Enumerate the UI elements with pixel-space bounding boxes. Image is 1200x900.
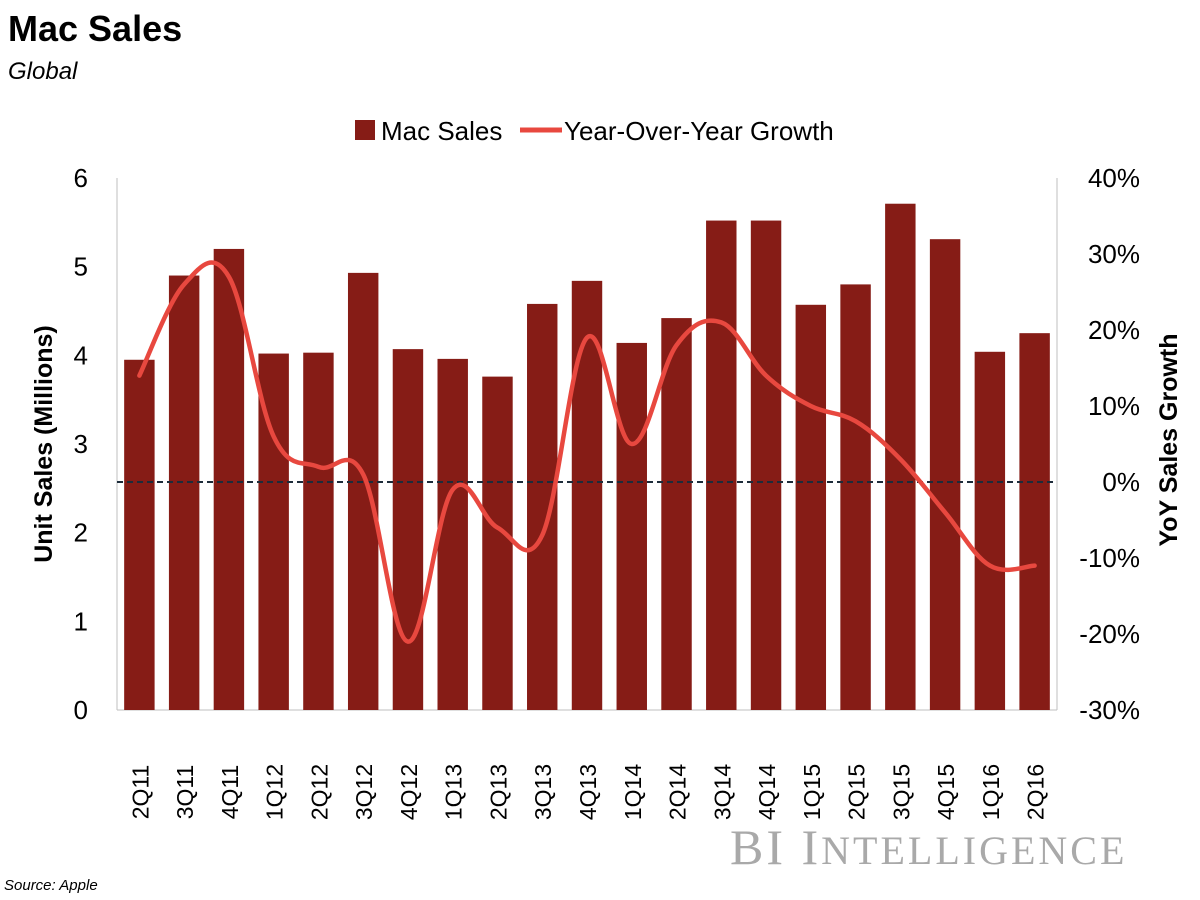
x-tick-label-2Q11: 2Q11 <box>127 765 153 820</box>
x-tick-label-4Q12: 4Q12 <box>396 764 422 820</box>
x-tick-label-3Q11: 3Q11 <box>172 765 198 820</box>
x-tick-label-4Q13: 4Q13 <box>575 764 601 820</box>
bar-4Q13 <box>571 280 603 710</box>
right-tick-label: -20% <box>1079 619 1140 649</box>
left-tick-label: 0 <box>74 695 88 725</box>
x-tick-label-3Q15: 3Q15 <box>888 764 914 820</box>
x-tick-label-1Q14: 1Q14 <box>620 764 646 820</box>
bar-2Q11 <box>124 359 155 710</box>
x-tick-label-3Q13: 3Q13 <box>530 764 556 820</box>
left-tick-label: 3 <box>74 429 88 459</box>
x-tick-label-2Q16: 2Q16 <box>1023 764 1049 820</box>
bar-1Q13 <box>437 358 468 710</box>
x-tick-label-3Q14: 3Q14 <box>709 764 735 820</box>
chart-subtitle: Global <box>8 58 78 85</box>
bar-2Q15 <box>840 284 871 710</box>
left-tick-label: 5 <box>74 252 88 282</box>
bar-2Q14 <box>661 318 692 710</box>
x-tick-label-2Q15: 2Q15 <box>844 764 870 820</box>
x-tick-label-4Q15: 4Q15 <box>933 764 959 820</box>
legend-swatch-mac-sales <box>355 120 375 140</box>
bar-4Q15 <box>929 239 961 710</box>
bar-4Q12 <box>392 349 424 710</box>
legend-label-mac-sales: Mac Sales <box>381 116 502 146</box>
x-tick-label-1Q12: 1Q12 <box>262 764 288 820</box>
y-axis-title: Unit Sales (Millions) <box>30 325 58 563</box>
y-axis-right-title: YoY Sales Growth <box>1155 333 1183 546</box>
x-tick-label-3Q12: 3Q12 <box>351 764 377 820</box>
x-tick-label-1Q16: 1Q16 <box>978 764 1004 820</box>
source-note: Source: Apple <box>4 877 98 894</box>
bar-3Q11 <box>168 275 200 710</box>
right-tick-label: 10% <box>1088 391 1140 421</box>
left-tick-label: 1 <box>74 606 88 636</box>
right-tick-label: -10% <box>1079 543 1140 573</box>
bar-4Q14 <box>750 220 782 710</box>
bar-2Q13 <box>482 376 513 710</box>
bi-intelligence-watermark: BI INTELLIGENCE <box>730 819 1128 875</box>
x-tick-label-4Q11: 4Q11 <box>217 765 243 820</box>
x-tick-label-2Q14: 2Q14 <box>665 764 691 820</box>
bar-2Q12 <box>303 352 334 710</box>
x-tick-label-2Q13: 2Q13 <box>485 764 511 820</box>
right-tick-label: 20% <box>1088 315 1140 345</box>
x-tick-label-2Q12: 2Q12 <box>306 764 332 820</box>
right-tick-label: 30% <box>1088 239 1140 269</box>
right-tick-label: 0% <box>1102 467 1140 497</box>
bar-2Q16 <box>1019 333 1050 710</box>
bar-1Q16 <box>974 351 1006 710</box>
x-tick-label-1Q15: 1Q15 <box>799 764 825 820</box>
bar-4Q11 <box>213 248 245 710</box>
chart-title: Mac Sales <box>8 8 183 49</box>
bar-1Q14 <box>616 342 647 710</box>
left-tick-label: 6 <box>74 163 88 193</box>
left-tick-label: 4 <box>74 340 88 370</box>
left-tick-label: 2 <box>74 518 88 548</box>
bar-1Q15 <box>795 304 827 710</box>
legend-label-yoy-growth: Year-Over-Year Growth <box>564 116 834 146</box>
right-tick-label: 40% <box>1088 163 1140 193</box>
x-tick-label-4Q14: 4Q14 <box>754 764 780 820</box>
right-tick-label: -30% <box>1079 695 1140 725</box>
x-tick-label-1Q13: 1Q13 <box>441 764 467 820</box>
bar-3Q14 <box>706 220 737 710</box>
bar-3Q12 <box>347 272 379 710</box>
